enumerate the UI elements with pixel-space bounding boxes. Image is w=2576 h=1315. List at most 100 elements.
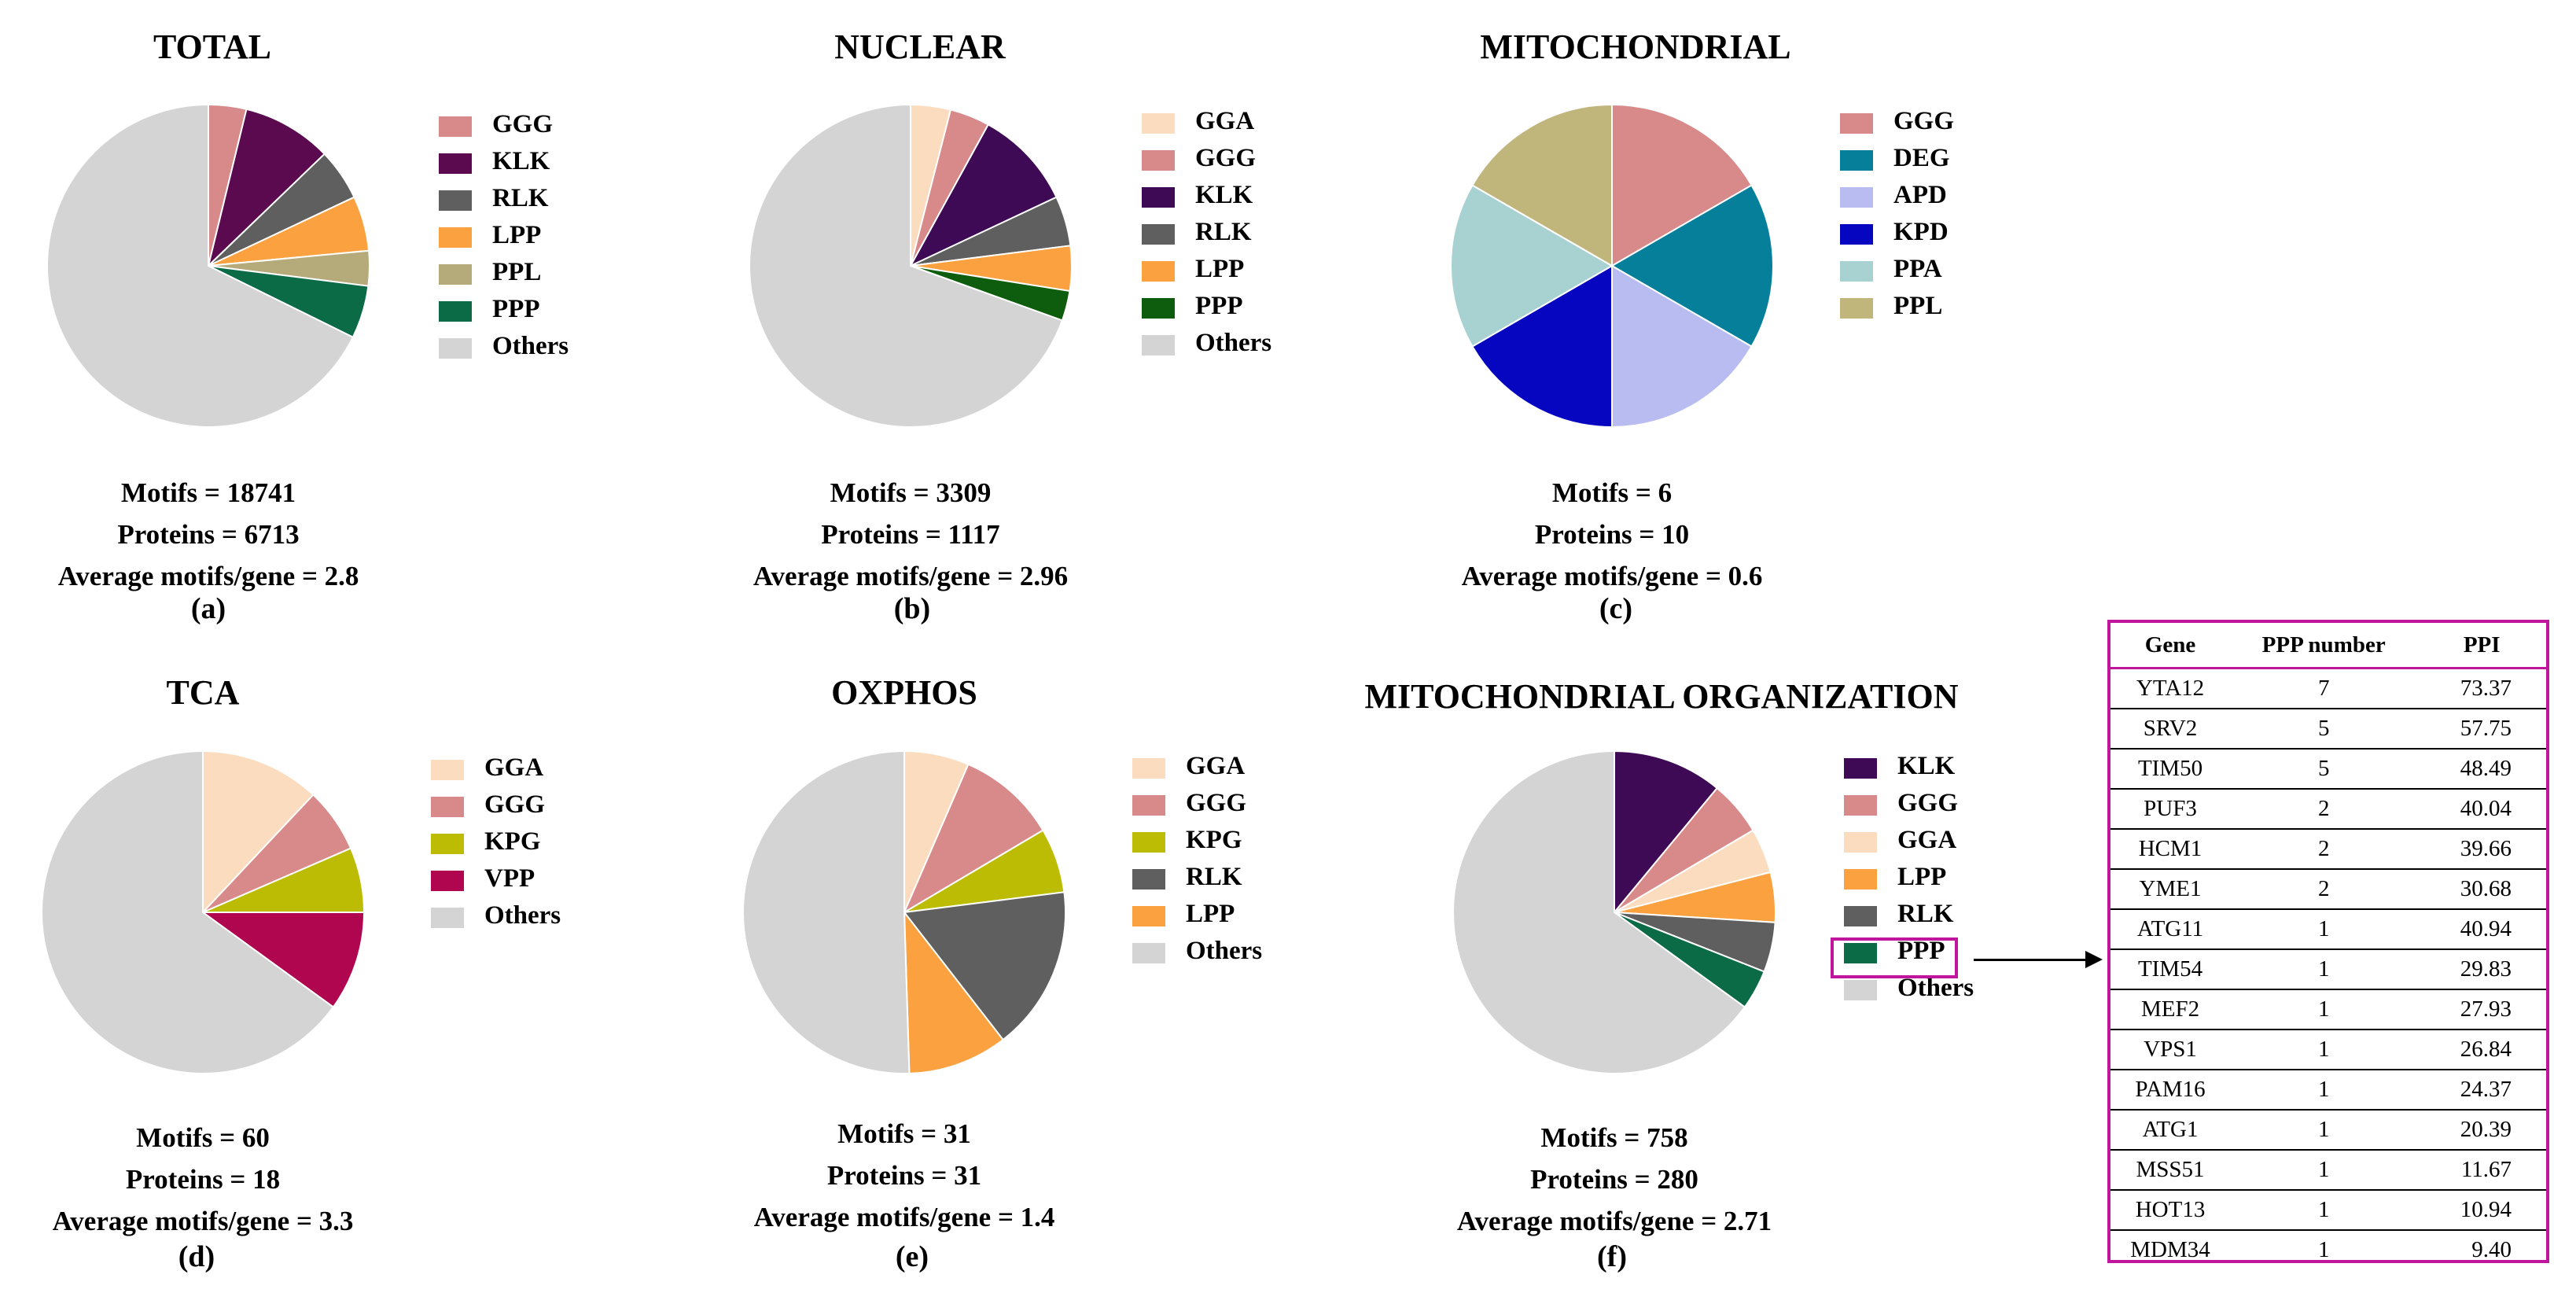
legend-item: GGG (439, 110, 643, 143)
table-row: HCM1 2 39.66 (2110, 828, 2546, 869)
table-row: TIM54 1 29.83 (2110, 948, 2546, 989)
chart-title: TOTAL (153, 28, 271, 66)
stat-line: Motifs = 18741 (120, 477, 296, 508)
table-header-row: Gene PPP number PPI (2110, 623, 2546, 669)
ppp-number-cell: 1 (2230, 1109, 2418, 1150)
gene-cell: TIM50 (2110, 748, 2231, 789)
legend-swatch (439, 301, 472, 322)
ppi-cell: 73.37 (2460, 676, 2512, 701)
legend-label: KPD (1893, 218, 1949, 246)
legend-label: GGA (1186, 752, 1246, 780)
legend-label: RLK (1186, 863, 1242, 891)
gene-cell: MSS51 (2110, 1149, 2231, 1190)
panel-label: (d) (178, 1240, 215, 1273)
legend-swatch (1844, 832, 1877, 853)
legend-swatch (1840, 187, 1873, 208)
legend-swatch (439, 190, 472, 211)
ppp-number-cell: 1 (2230, 1149, 2418, 1190)
panel-label: (e) (895, 1240, 929, 1273)
ppp-number-cell: 2 (2230, 868, 2418, 909)
ppp-gene-table: Gene PPP number PPI YTA12 7 73.37 SRV2 5 57.7… (2107, 620, 2549, 1269)
ppp-number-cell: 1 (2230, 1229, 2418, 1269)
stat-line: Proteins = 280 (1530, 1164, 1698, 1195)
legend-label: Others (1897, 974, 1974, 1002)
legend-label: PPP (1897, 937, 1945, 965)
ppp-number-cell: 1 (2230, 1029, 2418, 1070)
stat-line: Proteins = 18 (125, 1164, 281, 1195)
legend-item: PPP (1844, 937, 2048, 970)
legend-swatch (431, 797, 464, 817)
legend-item: PPP (439, 295, 643, 328)
stat-line: Motifs = 6 (1551, 477, 1673, 508)
legend-swatch (1142, 298, 1175, 319)
header-ppp-number: PPP number (2230, 623, 2418, 669)
legend-item: PPA (1840, 255, 2044, 288)
legend-swatch (1142, 224, 1175, 245)
legend-item: GGA (1844, 826, 2048, 859)
stat-line: Motifs = 31 (837, 1118, 971, 1149)
legend-label: LPP (492, 221, 542, 249)
ppi-cell: 48.49 (2417, 748, 2546, 789)
stat-line: Proteins = 10 (1534, 519, 1690, 550)
legend-swatch (1844, 758, 1877, 779)
legend-swatch (1844, 980, 1877, 1000)
table-row: HOT13 1 10.94 (2110, 1189, 2546, 1230)
pie-slice-apd (1611, 264, 1753, 429)
legend-label: Others (1195, 329, 1272, 357)
ppp-number-cell: 7 (2317, 676, 2330, 701)
table-row: PAM16 1 24.37 (2110, 1069, 2546, 1110)
legend-item: KPG (1132, 826, 1337, 859)
gene-cell: YME1 (2110, 868, 2231, 909)
ppp-number-cell: 5 (2230, 708, 2418, 749)
legend-item: PPL (439, 258, 643, 291)
ppp-number-cell: 5 (2230, 748, 2418, 789)
legend-item: KLK (1844, 752, 2048, 785)
stat-line: Proteins = 31 (826, 1160, 982, 1191)
panel-label: (c) (1599, 592, 1633, 625)
legend-label: GGG (492, 110, 554, 138)
gene-cell: PAM16 (2110, 1069, 2231, 1110)
legend-item: GGA (431, 753, 635, 786)
legend-item: KPG (431, 827, 635, 860)
legend-item: PPL (1840, 292, 2044, 325)
chart-stats: Motifs = 758 Proteins = 280 Average motifs… (1457, 1117, 1772, 1242)
chart-stats: Motifs = 3309 Proteins = 1117 Average moti… (753, 472, 1068, 597)
gene-cell: SRV2 (2110, 708, 2231, 749)
gene-cell: HCM1 (2110, 828, 2231, 869)
stat-line: Motifs = 3309 (830, 477, 992, 508)
stat-line: Proteins = 1117 (821, 519, 1000, 550)
pie-slice-klk (1614, 750, 1719, 915)
panel-label: (a) (190, 592, 226, 625)
ppp-table: Gene PPP number PPI YTA12 7 73.37 SRV2 5 57.7… (2110, 623, 2546, 1269)
pie-slice-deg (1610, 184, 1774, 348)
ppi-cell: 24.37 (2417, 1069, 2546, 1110)
ppp-number-cell: 2 (2230, 788, 2418, 829)
legend-item: RLK (439, 184, 643, 217)
chart-stats: Motifs = 6 Proteins = 10 Average motifs/ge… (1462, 472, 1763, 597)
ppp-highlight-box (1831, 937, 1958, 978)
legend-swatch (1132, 869, 1165, 890)
chart-stats: Motifs = 60 Proteins = 18 Average motifs/g… (53, 1117, 354, 1242)
legend-item: KLK (439, 147, 643, 180)
legend-item: GGG (1840, 107, 2044, 140)
legend-item: RLK (1132, 863, 1337, 896)
chart-title: TCA (166, 673, 240, 712)
gene-cell: MEF2 (2110, 989, 2231, 1030)
legend-swatch (431, 760, 464, 780)
legend-label: GGG (484, 790, 546, 819)
legend-item: LPP (1142, 255, 1346, 288)
legend-label: LPP (1897, 863, 1947, 891)
panel-label: (b) (893, 592, 931, 625)
legend-item: RLK (1142, 218, 1346, 251)
legend-label: LPP (1195, 255, 1245, 283)
legend-swatch (1844, 869, 1877, 890)
legend-swatch (1142, 335, 1175, 355)
legend-item: Others (439, 332, 643, 365)
pie-slice-others (749, 103, 1064, 428)
legend-label: LPP (1186, 900, 1235, 928)
legend-label: KPG (1186, 826, 1242, 854)
arrow-line (1974, 959, 2087, 961)
legend-label: RLK (492, 184, 549, 212)
gene-cell: YTA12 (2136, 676, 2205, 701)
pie-slice-others (1452, 750, 1746, 1074)
